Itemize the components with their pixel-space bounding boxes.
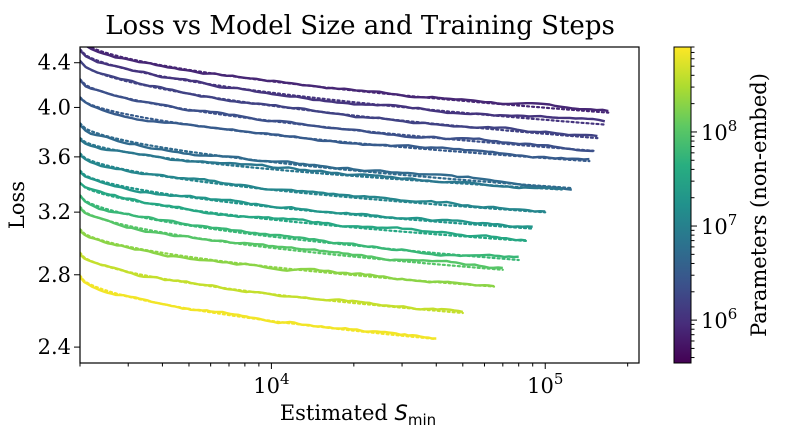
series-5-loss-curve [80, 97, 590, 161]
series-1-loss-curve [85, 47, 609, 113]
x-axis-ticks: 104 105 [79, 363, 629, 398]
x-axis-label-text: Estimated [280, 401, 388, 425]
y-tick-label: 3.2 [38, 200, 71, 224]
series-12-fit-line [80, 205, 504, 271]
series-14-loss-curve [80, 253, 464, 314]
chart-title: Loss vs Model Size and Training Steps [105, 11, 615, 41]
x-tick-label: 105 [527, 370, 563, 398]
series-lines [80, 47, 610, 341]
colorbar-label: Parameters (non-embed) [747, 73, 771, 337]
y-tick-label: 3.6 [38, 145, 71, 169]
series-11-loss-curve [80, 194, 519, 259]
series-13-loss-curve [80, 229, 495, 288]
colorbar-ticks: 106 107 108 [691, 46, 737, 359]
series-15-fit-line [80, 274, 438, 341]
colorbar [673, 46, 692, 364]
series-8-loss-curve [80, 154, 546, 213]
y-tick-label: 2.4 [38, 335, 71, 359]
y-tick-label: 4.4 [38, 51, 71, 75]
x-axis-label: Estimated Smin [280, 401, 436, 429]
plot-frame [79, 46, 640, 364]
series-3-loss-curve [80, 60, 598, 138]
y-axis-ticks: 2.4 2.8 3.2 3.6 4.0 4.4 [38, 51, 80, 359]
series-12-loss-curve [80, 207, 503, 270]
y-tick-label: 4.0 [38, 95, 71, 119]
colorbar-tick-label: 108 [701, 117, 737, 145]
series-7-loss-curve [80, 138, 563, 191]
x-tick-label: 104 [253, 370, 289, 398]
series-2-fit-line [80, 48, 606, 126]
colorbar-tick-label: 106 [701, 305, 737, 333]
series-9-loss-curve [80, 171, 533, 228]
y-tick-label: 2.8 [38, 263, 71, 287]
series-10-fit-line [80, 181, 528, 242]
x-axis-label-math: S [395, 401, 408, 425]
series-3-fit-line [80, 59, 599, 140]
series-4-loss-curve [80, 79, 594, 153]
series-15-loss-curve [80, 276, 437, 340]
series-2-loss-curve [80, 49, 606, 123]
colorbar-tick-label: 107 [701, 211, 737, 239]
x-axis-label-subscript: min [408, 411, 436, 429]
series-13-fit-line [80, 228, 496, 288]
y-axis-label: Loss [5, 181, 29, 229]
series-6-loss-curve [80, 123, 572, 191]
series-10-loss-curve [80, 182, 527, 242]
